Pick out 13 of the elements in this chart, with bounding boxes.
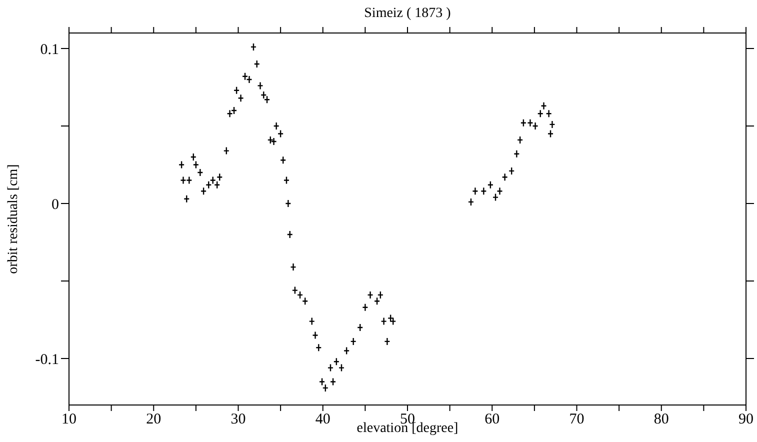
y-tick-label: 0 (52, 196, 59, 213)
x-tick-label: 10 (62, 412, 76, 428)
x-tick-label: 40 (315, 412, 330, 428)
y-tick-label: 0.1 (40, 42, 59, 58)
x-tick-label: 90 (738, 412, 754, 428)
x-tick-label: 70 (569, 412, 584, 428)
x-tick-label: 60 (484, 412, 500, 428)
chart-title: Simeiz ( 1873 ) (363, 6, 452, 22)
y-tick-label: -0.1 (35, 352, 59, 368)
x-tick-label: 30 (230, 412, 246, 428)
y-axis-title: orbit residuals [cm] (6, 164, 22, 274)
x-tick-label: 80 (654, 412, 669, 428)
x-tick-label: 20 (146, 412, 162, 428)
